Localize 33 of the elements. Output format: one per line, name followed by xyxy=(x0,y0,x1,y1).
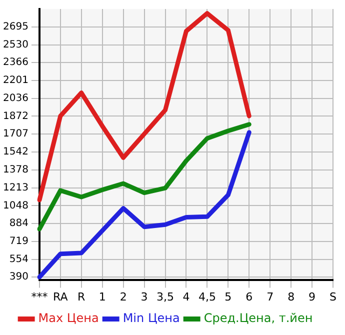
x-tick-label: 8 xyxy=(288,290,295,304)
legend-label: Min Цена xyxy=(122,311,180,326)
y-tick-label: 554 xyxy=(9,254,28,265)
y-tick-label: 390 xyxy=(9,272,28,283)
x-tick-label: *** xyxy=(31,290,48,304)
y-tick-label: 2366 xyxy=(2,57,28,68)
x-tick-label: 3,5 xyxy=(156,290,174,304)
y-tick-label: 1707 xyxy=(2,128,28,140)
y-tick-label: 1048 xyxy=(2,200,28,212)
y-tick-label: 719 xyxy=(9,236,28,247)
x-tick-label: 1 xyxy=(98,290,106,304)
x-tick-label: 3 xyxy=(140,290,148,304)
x-tick-label: RA xyxy=(53,290,68,304)
legend-label: Сред.Цена, т.йен xyxy=(204,311,313,326)
x-tick-label: 7 xyxy=(266,290,274,304)
y-tick-label: 2036 xyxy=(2,93,28,104)
y-tick-label: 2695 xyxy=(2,22,28,32)
x-tick-label: R xyxy=(78,290,86,304)
legend-label: Max Цена xyxy=(38,311,99,326)
y-tick-label: 2201 xyxy=(2,75,28,86)
y-tick-label: 1213 xyxy=(2,182,28,194)
y-tick-label: 1542 xyxy=(2,146,28,158)
y-tick-label: 1872 xyxy=(2,110,28,122)
x-tick-label: 9 xyxy=(308,290,316,304)
x-tick-label: 6 xyxy=(246,290,253,304)
y-tick-label: 1378 xyxy=(2,164,28,176)
y-tick-label: 2530 xyxy=(2,39,28,50)
x-tick-label: S xyxy=(330,290,337,304)
x-tick-label: 4,5 xyxy=(198,290,216,304)
y-tick-label: 884 xyxy=(9,218,28,230)
x-tick-label: 2 xyxy=(120,290,127,304)
x-tick-label: 5 xyxy=(224,290,232,304)
x-tick-label: 4 xyxy=(182,290,190,304)
